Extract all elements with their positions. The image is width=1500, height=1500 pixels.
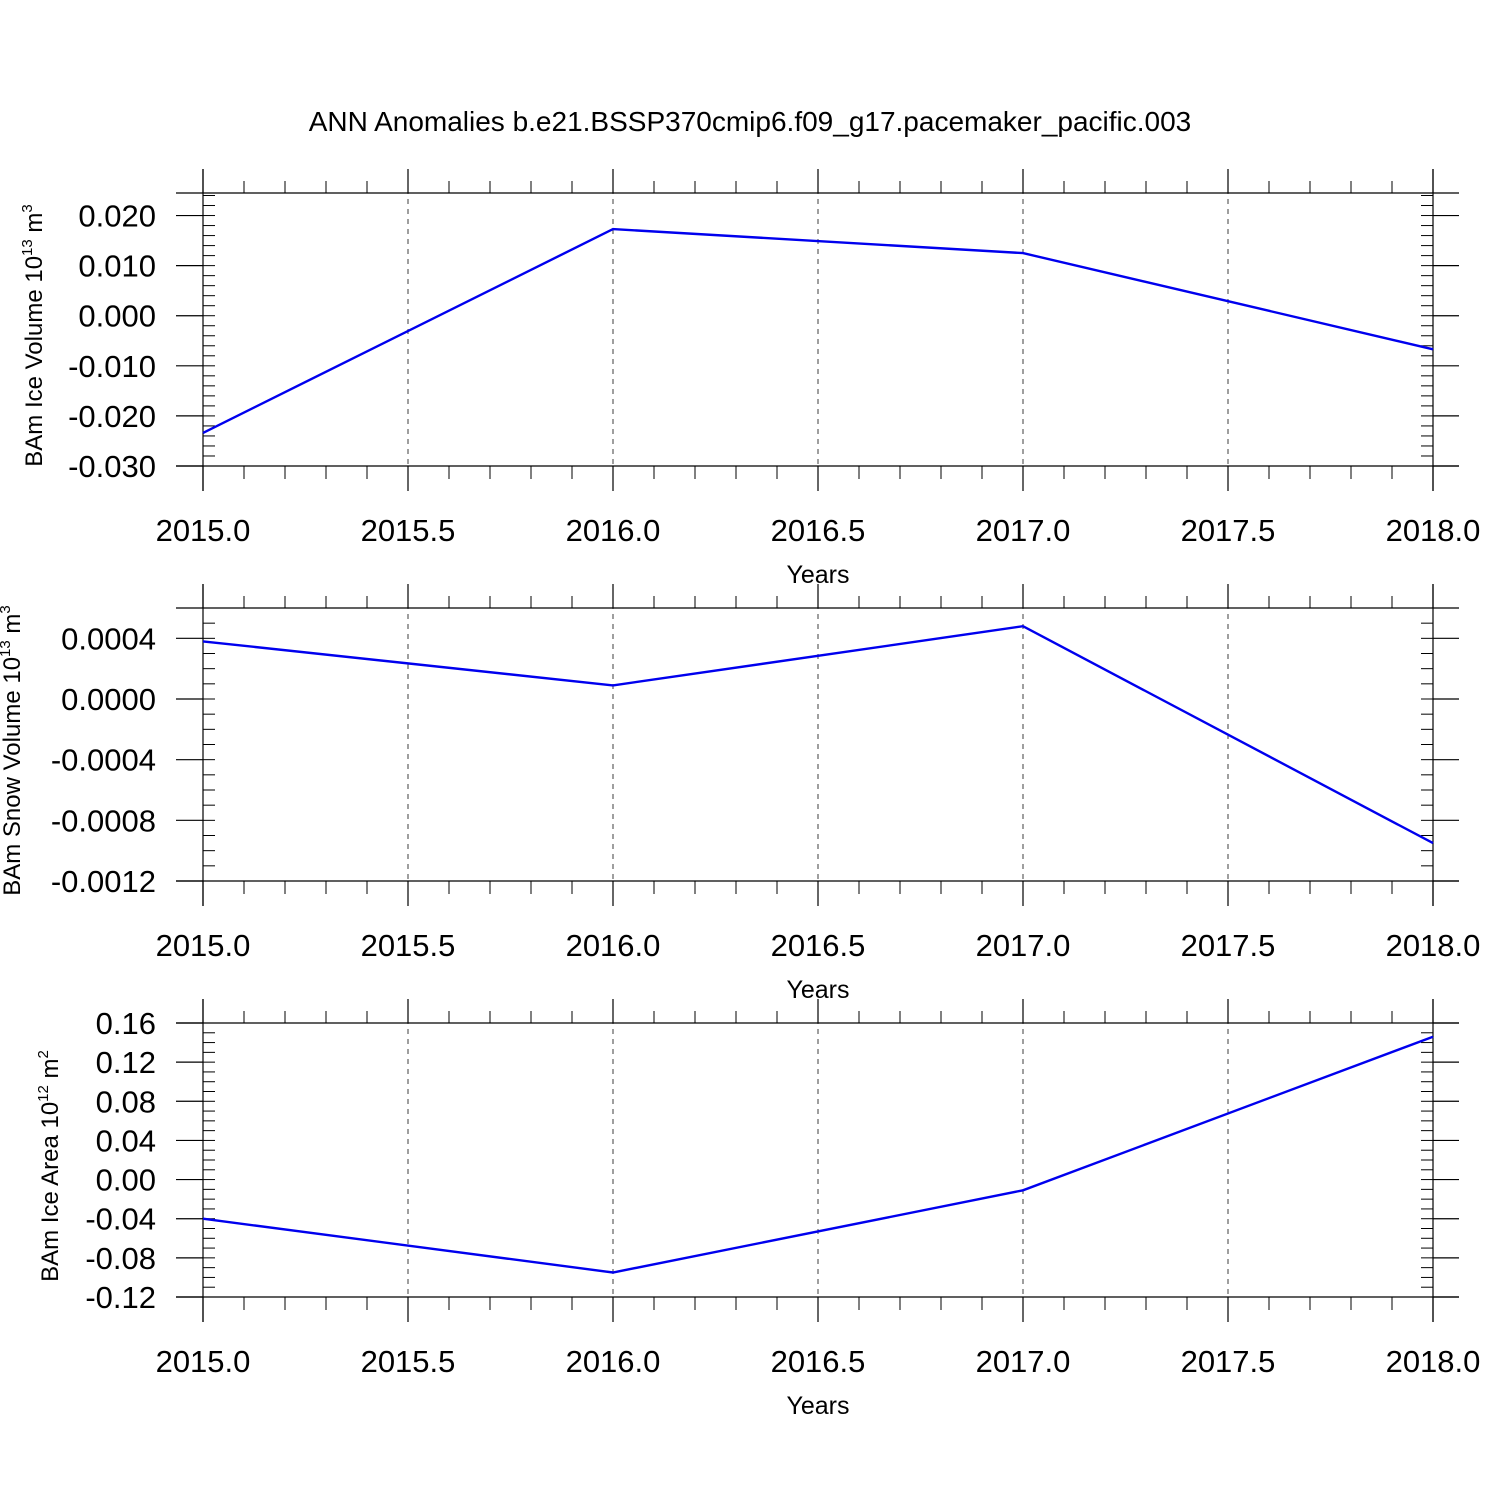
x-tick-label: 2017.0 bbox=[976, 928, 1071, 963]
y-tick-label: 0.08 bbox=[96, 1084, 156, 1119]
x-tick-label: 2017.5 bbox=[1181, 513, 1276, 548]
x-tick-label: 2015.0 bbox=[156, 513, 251, 548]
x-tick-label: 2016.0 bbox=[566, 928, 661, 963]
y-tick-label: 0.12 bbox=[96, 1045, 156, 1080]
y-tick-label: 0.00 bbox=[96, 1163, 156, 1198]
panel-1: 2015.0 2015.5 2016.0 2016.5 2017.0 2017.5 2018… bbox=[19, 169, 1480, 589]
y-tick-label: 0.16 bbox=[96, 1006, 156, 1041]
x-tick-label: 2018.0 bbox=[1386, 513, 1481, 548]
x-tick-label: 2017.5 bbox=[1181, 928, 1276, 963]
panels: 2015.0 2015.5 2016.0 2016.5 2017.0 2017.5 2018… bbox=[0, 169, 1480, 1420]
x-tick-label: 2018.0 bbox=[1386, 1344, 1481, 1379]
x-tick-label: 2016.5 bbox=[771, 928, 866, 963]
figure-title: ANN Anomalies b.e21.BSSP370cmip6.f09_g17… bbox=[309, 106, 1192, 137]
x-tick-label: 2016.5 bbox=[771, 1344, 866, 1379]
y-tick-label: -0.0012 bbox=[51, 864, 156, 899]
y-tick-label: 0.0000 bbox=[61, 682, 156, 717]
y-tick-label: 0.000 bbox=[78, 299, 156, 334]
series-line bbox=[202, 1035, 1434, 1274]
y-axis-title: BAm Ice Area 1012 m2 bbox=[35, 1050, 64, 1282]
panel-3: 2015.0 2015.5 2016.0 2016.5 2017.0 2017.5 2018… bbox=[35, 999, 1480, 1420]
y-tick-label: 0.020 bbox=[78, 199, 156, 234]
y-axis-title: BAm Ice Volume 1013 m3 bbox=[19, 204, 48, 466]
y-axis-title: BAm Snow Volume 1013 m3 bbox=[0, 605, 26, 896]
y-tick-label: -0.04 bbox=[85, 1202, 156, 1237]
x-tick-label: 2016.0 bbox=[566, 1344, 661, 1379]
y-tick-label: 0.04 bbox=[96, 1123, 156, 1158]
y-tick-label: 0.0004 bbox=[61, 621, 156, 656]
y-tick-label: -0.08 bbox=[85, 1241, 156, 1276]
x-tick-label: 2015.5 bbox=[361, 928, 456, 963]
x-tick-label: 2015.0 bbox=[156, 928, 251, 963]
x-tick-label: 2017.0 bbox=[976, 1344, 1071, 1379]
series-line bbox=[202, 227, 1434, 434]
y-tick-label: -0.0008 bbox=[51, 803, 156, 838]
x-tick-label: 2016.0 bbox=[566, 513, 661, 548]
y-tick-label: -0.020 bbox=[68, 399, 156, 434]
x-tick-label: 2017.0 bbox=[976, 513, 1071, 548]
x-tick-label: 2015.5 bbox=[361, 513, 456, 548]
x-tick-label: 2018.0 bbox=[1386, 928, 1481, 963]
x-tick-label: 2015.0 bbox=[156, 1344, 251, 1379]
x-axis-title: Years bbox=[786, 1392, 849, 1420]
panel-2: 2015.0 2015.5 2016.0 2016.5 2017.0 2017.5 2018… bbox=[0, 584, 1480, 1004]
x-tick-label: 2016.5 bbox=[771, 513, 866, 548]
y-tick-label: -0.12 bbox=[85, 1280, 156, 1315]
series-line bbox=[202, 624, 1434, 845]
y-tick-label: 0.010 bbox=[78, 249, 156, 284]
y-tick-label: -0.0004 bbox=[51, 743, 156, 778]
y-tick-label: -0.030 bbox=[68, 449, 156, 484]
x-tick-label: 2015.5 bbox=[361, 1344, 456, 1379]
y-tick-label: -0.010 bbox=[68, 349, 156, 384]
x-tick-label: 2017.5 bbox=[1181, 1344, 1276, 1379]
